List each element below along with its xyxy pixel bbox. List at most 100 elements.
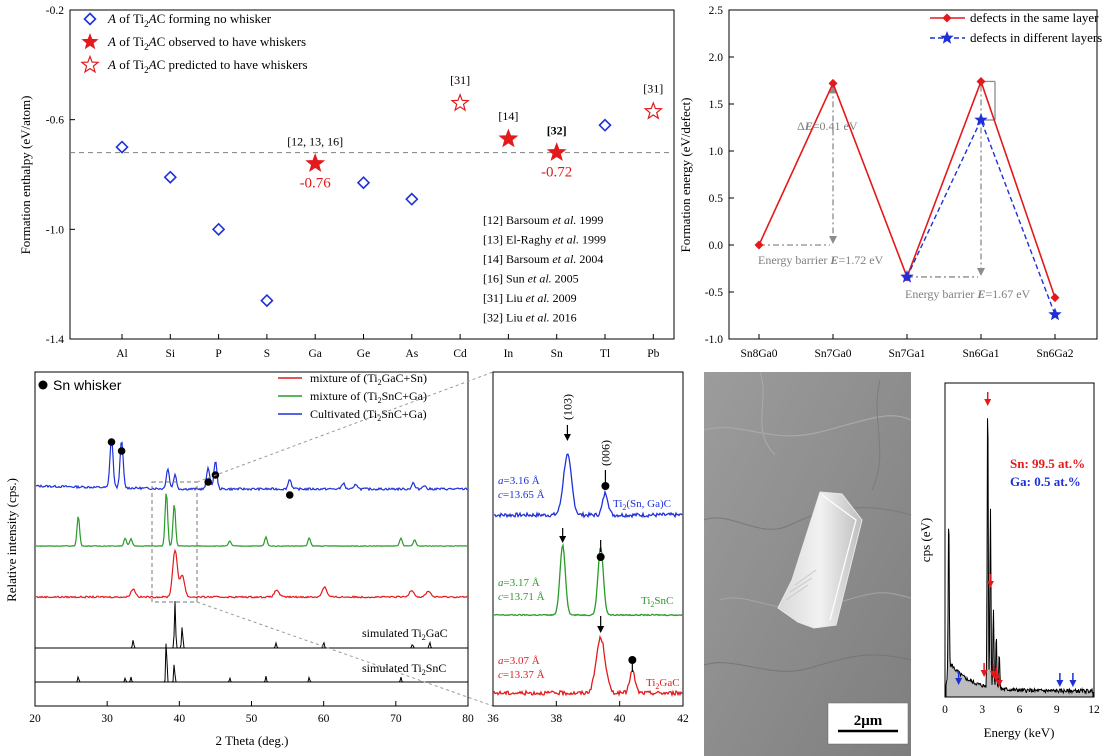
lattice-value: =13.37 Å bbox=[503, 669, 545, 681]
sn-whisker-dot bbox=[285, 491, 294, 499]
annotation-label: [31] bbox=[643, 81, 663, 95]
phase-text: Ti bbox=[613, 498, 622, 510]
y-tick-label: 0.5 bbox=[709, 193, 724, 205]
enthalpy-y-ticks: -0.2 -0.6 -1.0 -1.4 bbox=[46, 5, 75, 346]
y-tick-label: 1.0 bbox=[709, 146, 724, 158]
series-line-different-layers bbox=[906, 118, 1056, 315]
annotation-label: [32] bbox=[547, 124, 567, 138]
series-point-diamond bbox=[1050, 293, 1060, 303]
annotation-text: =0.41 eV bbox=[813, 119, 858, 133]
x-tick-label: 0 bbox=[942, 704, 948, 716]
ref-text: [12] Barsoum bbox=[483, 213, 552, 227]
reference-list: [12] Barsoum et al. 1999[13] El-Raghy et… bbox=[483, 213, 606, 325]
label-text: simulated Ti bbox=[362, 626, 422, 640]
ref-italic: et al. bbox=[552, 252, 576, 266]
annotation-label: [14] bbox=[498, 109, 518, 123]
lattice-a: a=3.16 Å bbox=[498, 475, 540, 487]
label-sub: 2 bbox=[422, 668, 426, 677]
zoom-trace bbox=[493, 542, 683, 617]
legend-sub: 2 bbox=[377, 414, 381, 423]
legend-marker bbox=[942, 13, 952, 23]
energy-plot-frame bbox=[728, 9, 1098, 340]
legend-sub: 2 bbox=[144, 19, 149, 29]
legend-sub: 2 bbox=[378, 396, 382, 405]
star-point-filled bbox=[305, 153, 326, 172]
annotation-italic: E bbox=[829, 253, 838, 267]
sn-whisker-dot bbox=[204, 478, 212, 486]
zoom-x-ticks: 36 38 40 42 bbox=[487, 701, 689, 725]
y-tick-label: -0.5 bbox=[705, 287, 723, 299]
eds-spectrum bbox=[945, 418, 1094, 698]
xrd-x-label: 2 Theta (deg.) bbox=[215, 733, 288, 748]
star-point-open bbox=[643, 101, 663, 120]
phase-text: (Sn, Ga)C bbox=[626, 498, 671, 510]
eds-arrow-head bbox=[989, 671, 997, 678]
legend-text: C observed to have whiskers bbox=[157, 34, 306, 49]
phase-text: Ti bbox=[646, 677, 655, 689]
legend-star-open bbox=[80, 54, 100, 74]
lattice-c: c=13.37 Å bbox=[498, 669, 545, 681]
legend-italic: A bbox=[107, 57, 116, 72]
eds-spectrum-trace bbox=[945, 418, 1094, 698]
legend-text: Cultivated (Ti bbox=[310, 407, 378, 421]
x-tick-label: 12 bbox=[1088, 704, 1100, 716]
x-tick-label: S bbox=[264, 348, 270, 360]
x-tick-label: Sn6Ga2 bbox=[1036, 348, 1073, 360]
sem-micrograph: 2μm bbox=[703, 371, 912, 756]
x-tick-label: Si bbox=[166, 348, 176, 360]
composition-label: Ga: 0.5 at.% bbox=[1010, 474, 1081, 489]
y-tick-label: 0.0 bbox=[709, 240, 724, 252]
reference-entry: [14] Barsoum et al. 2004 bbox=[483, 252, 603, 266]
y-tick-label: -1.4 bbox=[46, 334, 64, 346]
xrd-zoom-chart: 36 38 40 42 (103)(006)a=3.16 Åc=13.65 ÅTi2(… bbox=[487, 371, 689, 725]
sn-whisker-dot bbox=[596, 553, 605, 561]
x-tick-label: 9 bbox=[1054, 704, 1060, 716]
legend-italic: A bbox=[148, 11, 157, 26]
ref-text: 1999 bbox=[579, 233, 606, 247]
x-tick-label: 3 bbox=[979, 704, 985, 716]
peak-label: (006) bbox=[598, 440, 612, 466]
legend-italic: A bbox=[107, 11, 116, 26]
lattice-value: =13.65 Å bbox=[503, 489, 545, 501]
legend-star-filled bbox=[81, 33, 99, 50]
legend-text: C predicted to have whiskers bbox=[157, 57, 308, 72]
eds-arrow-head bbox=[980, 670, 988, 677]
label-text: simulated Ti bbox=[362, 661, 422, 675]
y-tick-label: -0.2 bbox=[46, 5, 64, 17]
x-tick-label: Cd bbox=[453, 348, 467, 360]
zoom-trace bbox=[493, 634, 683, 698]
lattice-c: c=13.65 Å bbox=[498, 489, 545, 501]
lattice-symbol: a bbox=[498, 655, 504, 667]
annotation-label: [31] bbox=[450, 73, 470, 87]
x-tick-label: Sn6Ga1 bbox=[962, 348, 999, 360]
diamond-point bbox=[115, 140, 129, 154]
y-tick-label: -1.0 bbox=[705, 334, 723, 346]
xrd-legend: Sn whisker mixture of (Ti2GaC+Sn)mixture … bbox=[38, 371, 427, 423]
star-point-filled bbox=[546, 142, 567, 161]
eds-arrow-head bbox=[984, 399, 992, 406]
simulated-label: simulated Ti2GaC bbox=[362, 626, 448, 642]
legend-label: Cultivated (Ti2SnC+Ga) bbox=[310, 407, 427, 423]
energy-series bbox=[754, 76, 1062, 321]
zoom-box bbox=[151, 481, 198, 603]
sn-whisker-dot bbox=[117, 447, 126, 455]
xrd-trace bbox=[35, 548, 468, 599]
zoom-connector-top bbox=[196, 371, 494, 483]
xrd-series bbox=[35, 438, 468, 683]
annotation-label: [12, 13, 16] bbox=[287, 135, 343, 149]
xrd-y-label: Relative intensity (cps.) bbox=[4, 478, 19, 602]
composition-label: Sn: 99.5 at.% bbox=[1010, 456, 1085, 471]
legend-italic: A bbox=[107, 34, 116, 49]
x-tick-label: 40 bbox=[614, 713, 626, 725]
eds-arrow-head bbox=[986, 581, 994, 588]
lattice-symbol: a bbox=[498, 475, 504, 487]
series-point-diamond bbox=[976, 76, 986, 86]
guide-arrow bbox=[829, 236, 837, 244]
simulated-label: simulated Ti2SnC bbox=[362, 661, 446, 677]
zoom-trace bbox=[493, 453, 683, 519]
legend-sub: 2 bbox=[144, 42, 149, 52]
scale-bar-label: 2μm bbox=[854, 713, 883, 729]
enthalpy-chart: Formation enthalpy (eV/atom) -0.2 -0.6 -1.… bbox=[18, 5, 675, 360]
legend-text: of Ti bbox=[116, 11, 145, 26]
